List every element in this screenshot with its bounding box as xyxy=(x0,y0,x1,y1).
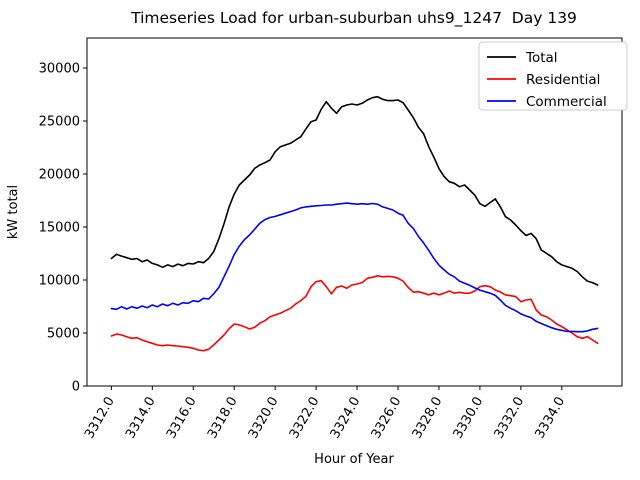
y-tick-label: 0 xyxy=(72,380,80,395)
legend-entry-total: Total xyxy=(487,50,558,66)
y-tick-label: 5000 xyxy=(47,326,80,341)
y-axis-label: kW total xyxy=(6,185,21,239)
legend-label-residential: Residential xyxy=(526,72,600,88)
x-tick-label: 3312.0 xyxy=(82,395,118,442)
series-lines xyxy=(110,95,599,352)
x-tick-label: 3326.0 xyxy=(369,395,405,442)
x-tick-label: 3334.0 xyxy=(533,395,569,442)
y-axis-ticks: 0 5000 10000 15000 20000 25000 30000 xyxy=(39,61,87,395)
legend-label-total: Total xyxy=(525,50,558,66)
y-tick-label: 20000 xyxy=(39,167,80,182)
legend-box xyxy=(478,41,628,111)
legend-entry-residential: Residential xyxy=(487,72,600,88)
x-tick-label: 3330.0 xyxy=(451,395,487,442)
x-axis-label: Hour of Year xyxy=(314,452,394,467)
y-tick-label: 15000 xyxy=(39,220,80,235)
y-tick-label: 30000 xyxy=(39,61,80,76)
y-tick-label: 10000 xyxy=(39,273,80,288)
x-tick-label: 3318.0 xyxy=(205,395,241,442)
series-residential-line xyxy=(110,274,599,352)
plot-border xyxy=(86,37,623,387)
series-total-line xyxy=(110,95,599,286)
legend-label-commercial: Commercial xyxy=(526,94,607,110)
x-tick-label: 3332.0 xyxy=(492,395,528,442)
chart-title: Timeseries Load for urban-suburban uhs9_… xyxy=(130,9,577,28)
x-tick-label: 3328.0 xyxy=(410,395,446,442)
legend-entry-commercial: Commercial xyxy=(487,94,607,110)
x-tick-label: 3316.0 xyxy=(164,395,200,442)
x-tick-label: 3322.0 xyxy=(287,395,323,442)
y-tick-label: 25000 xyxy=(39,114,80,129)
series-commercial-line xyxy=(110,202,599,333)
legend: Total Residential Commercial xyxy=(478,41,628,111)
x-tick-label: 3320.0 xyxy=(246,395,282,442)
x-tick-label: 3324.0 xyxy=(328,395,364,442)
x-axis-ticks: 3312.0 3314.0 3316.0 3318.0 3320.0 3322.0 3324… xyxy=(82,386,568,441)
x-tick-label: 3314.0 xyxy=(123,395,159,442)
